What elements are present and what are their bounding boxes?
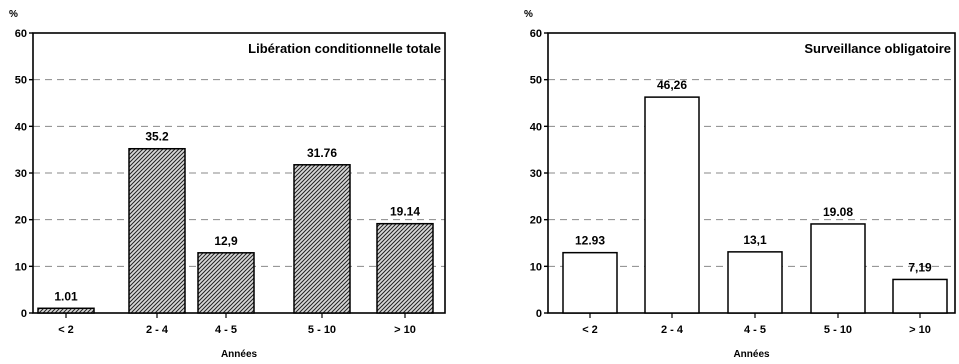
bar: [810, 223, 866, 314]
y-tick-label: 30: [15, 168, 27, 180]
x-tick-label: < 2: [582, 324, 598, 336]
bar: [128, 147, 186, 314]
y-tick-label: 40: [15, 121, 27, 133]
bar: [727, 251, 783, 314]
x-tick-label: 5 - 10: [308, 324, 336, 336]
y-tick-label: 20: [530, 215, 542, 227]
x-axis-label: Années: [221, 349, 258, 360]
bar-value-label: 12,9: [214, 234, 238, 248]
chart-title: Libération conditionnelle totale: [248, 41, 441, 56]
y-tick-label: 50: [530, 75, 542, 87]
x-axis-label: Années: [733, 349, 770, 360]
x-tick-label: > 10: [394, 324, 416, 336]
bar: [376, 222, 434, 314]
bar-value-label: 7,19: [908, 260, 932, 274]
chart-2: 0 10 20 30 40 50 60% Surveillance obligatoire 12…: [524, 9, 956, 360]
y-tick-label: 20: [15, 215, 27, 227]
x-tick-label: < 2: [58, 324, 74, 336]
bar-value-label: 1.01: [54, 289, 78, 303]
y-tick-label: 60: [530, 28, 542, 40]
bar-value-label: 31.76: [307, 146, 337, 160]
y-tick-label: 10: [15, 261, 27, 273]
bar-value-label: 13,1: [743, 233, 767, 247]
bar-value-label: 12.93: [575, 234, 605, 248]
bar: [37, 307, 95, 314]
bar: [892, 278, 948, 314]
bar: [293, 164, 351, 314]
x-tick-label: 2 - 4: [661, 324, 684, 336]
y-axis-label: %: [9, 9, 18, 20]
y-tick-label: 10: [530, 261, 542, 273]
x-tick-label: 2 - 4: [146, 324, 169, 336]
chart-1: 0 10 20 30 40 50 60% Libération conditionnelle …: [9, 9, 446, 360]
bar-value-label: 35.2: [145, 130, 169, 144]
bar: [644, 96, 700, 314]
bar: [197, 252, 255, 314]
bar-value-label: 19.14: [390, 205, 420, 219]
x-tick-label: 4 - 5: [744, 324, 766, 336]
bar-value-label: 46,26: [657, 78, 687, 92]
y-tick-label: 0: [536, 308, 542, 320]
y-tick-label: 40: [530, 121, 542, 133]
y-tick-label: 30: [530, 168, 542, 180]
y-tick-label: 0: [21, 308, 27, 320]
x-tick-label: 4 - 5: [215, 324, 237, 336]
y-tick-label: 50: [15, 75, 27, 87]
bar-value-label: 19.08: [823, 205, 853, 219]
chart-title: Surveillance obligatoire: [804, 41, 951, 56]
x-tick-label: 5 - 10: [824, 324, 852, 336]
y-axis-label: %: [524, 9, 533, 20]
x-tick-label: > 10: [909, 324, 931, 336]
y-tick-label: 60: [15, 28, 27, 40]
bar: [562, 251, 618, 314]
